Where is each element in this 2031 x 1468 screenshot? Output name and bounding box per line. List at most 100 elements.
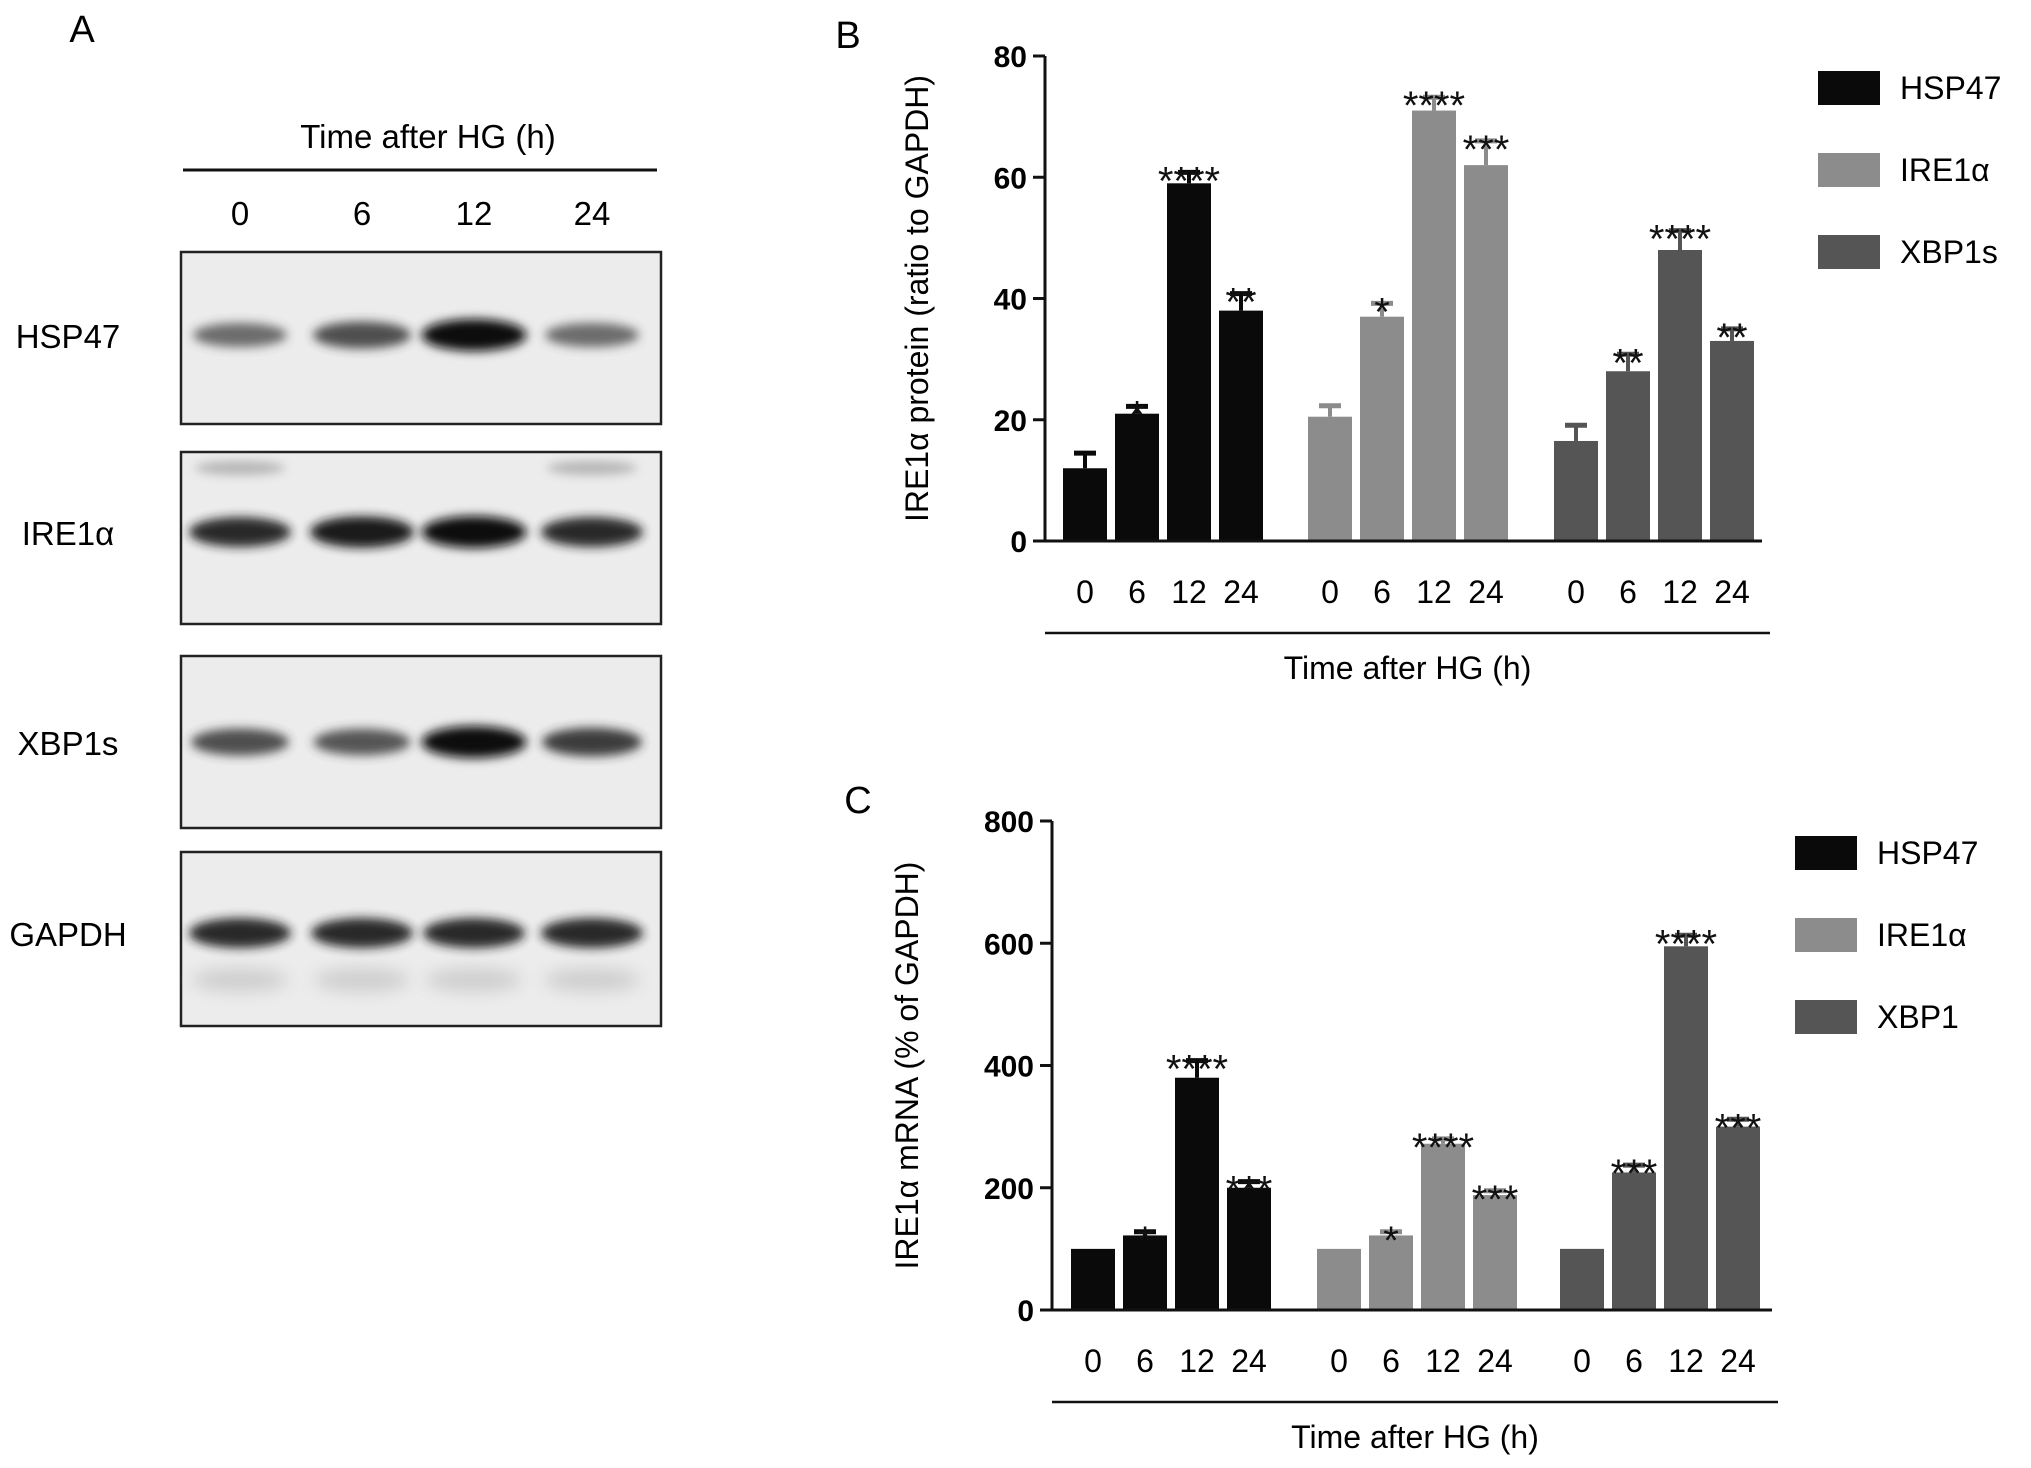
blot-band (189, 918, 291, 948)
bar (1421, 1143, 1465, 1310)
bar (1612, 1172, 1656, 1310)
legend-swatch (1818, 235, 1880, 269)
blot-band (193, 322, 287, 348)
blot-band (191, 728, 289, 756)
bar (1710, 340, 1754, 541)
blot-row-label: GAPDH (9, 916, 126, 953)
bar (1308, 416, 1352, 541)
blot-lane-labels: 0 6 12 24 (231, 195, 611, 232)
significance-marker: **** (1403, 84, 1465, 128)
significance-marker: ** (1716, 316, 1747, 360)
panel-label-a: A (69, 9, 95, 51)
significance-marker: *** (1715, 1106, 1762, 1150)
blot-band (189, 517, 291, 547)
blot-lane-label: 6 (353, 195, 371, 232)
y-tick-label: 800 (984, 806, 1034, 839)
blot-band (310, 516, 414, 548)
bar (1664, 946, 1708, 1310)
legend-swatch (1795, 836, 1857, 870)
bar (1658, 250, 1702, 541)
x-tick-label: 24 (1468, 574, 1504, 610)
blot-row: IRE1α (22, 450, 663, 626)
y-axis-title: IRE1α mRNA (% of GAPDH) (889, 862, 925, 1270)
blot-band (421, 726, 527, 758)
bar (1606, 371, 1650, 541)
significance-marker: *** (1226, 1169, 1273, 1213)
y-tick-label: 200 (984, 1173, 1034, 1206)
x-tick-label: 24 (1223, 574, 1259, 610)
x-tick-label: 12 (1662, 574, 1698, 610)
x-tick-label: 12 (1668, 1343, 1704, 1379)
x-tick-label: 24 (1477, 1343, 1513, 1379)
legend-swatch (1795, 1000, 1857, 1034)
bar (1175, 1077, 1219, 1310)
x-tick-label: 0 (1567, 574, 1585, 610)
y-tick-label: 0 (1010, 526, 1027, 559)
x-tick-label: 12 (1179, 1343, 1215, 1379)
y-axis-title: IRE1α protein (ratio to GAPDH) (899, 75, 935, 522)
legend-label: IRE1α (1877, 917, 1967, 953)
panel-b-chart: B 0 * 6 **** 12 ** 24 0 * 6 **** 12 *** 24 0 ** 6 **** 12 *… (835, 15, 2001, 686)
significance-marker: **** (1649, 218, 1711, 262)
x-tick-label: 6 (1619, 574, 1637, 610)
y-tick-label: 40 (994, 284, 1027, 317)
legend-label: HSP47 (1900, 70, 2001, 106)
x-tick-label: 0 (1084, 1343, 1102, 1379)
blot-smudge (192, 968, 288, 992)
blot-band (313, 321, 411, 349)
blot-header: Time after HG (h) (300, 118, 555, 155)
x-tick-label: 6 (1382, 1343, 1400, 1379)
blot-band (541, 918, 643, 948)
blot-lane-label: 24 (574, 195, 611, 232)
y-tick-label: 60 (994, 162, 1027, 195)
significance-marker: *** (1463, 128, 1510, 172)
x-tick-label: 0 (1330, 1343, 1348, 1379)
y-tick-label: 400 (984, 1051, 1034, 1084)
bar (1167, 183, 1211, 541)
bar (1115, 413, 1159, 541)
bar (1360, 316, 1404, 541)
bar (1554, 440, 1598, 541)
significance-marker: **** (1412, 1126, 1474, 1170)
bar (1464, 165, 1508, 541)
blot-band (542, 727, 642, 757)
x-tick-label: 24 (1231, 1343, 1267, 1379)
x-axis-title: Time after HG (h) (1284, 650, 1532, 686)
legend-swatch (1795, 918, 1857, 952)
bar (1063, 468, 1107, 541)
bar (1369, 1235, 1413, 1310)
x-tick-label: 12 (1416, 574, 1452, 610)
blot-row-label: IRE1α (22, 515, 114, 552)
blot-band (421, 319, 527, 351)
x-axis-title: Time after HG (h) (1291, 1419, 1539, 1455)
legend-label: IRE1α (1900, 152, 1990, 188)
bar (1412, 110, 1456, 541)
x-tick-label: 24 (1714, 574, 1750, 610)
significance-marker: ** (1612, 341, 1643, 385)
bar (1560, 1248, 1604, 1310)
x-tick-label: 12 (1171, 574, 1207, 610)
bar (1473, 1195, 1517, 1310)
blot-smudge (314, 968, 410, 992)
x-tick-label: 6 (1128, 574, 1146, 610)
bar (1071, 1248, 1115, 1310)
panel-a: A Time after HG (h) 0 6 12 24 HSP47 IRE1α XBP… (9, 9, 663, 1028)
blot-band (311, 918, 413, 948)
blot-row-label: XBP1s (18, 725, 119, 762)
blot-band (423, 918, 525, 948)
blot-band (421, 516, 527, 548)
bar (1123, 1235, 1167, 1310)
significance-marker: *** (1611, 1152, 1658, 1196)
panel-c-chart: C 0 * 6 **** 12 *** 24 0 * 6 **** 12 *** 24 0 *** 6 **** 1… (844, 780, 1978, 1455)
significance-marker: **** (1655, 922, 1717, 966)
significance-marker: * (1374, 290, 1390, 334)
significance-marker: * (1383, 1219, 1399, 1263)
x-tick-label: 0 (1321, 574, 1339, 610)
bar (1227, 1187, 1271, 1310)
bar (1219, 310, 1263, 541)
blot-faint-band (195, 461, 285, 475)
significance-marker: ** (1225, 281, 1256, 325)
significance-marker: **** (1166, 1048, 1228, 1092)
blot-lane-label: 0 (231, 195, 249, 232)
panel-label-b: B (835, 15, 860, 57)
